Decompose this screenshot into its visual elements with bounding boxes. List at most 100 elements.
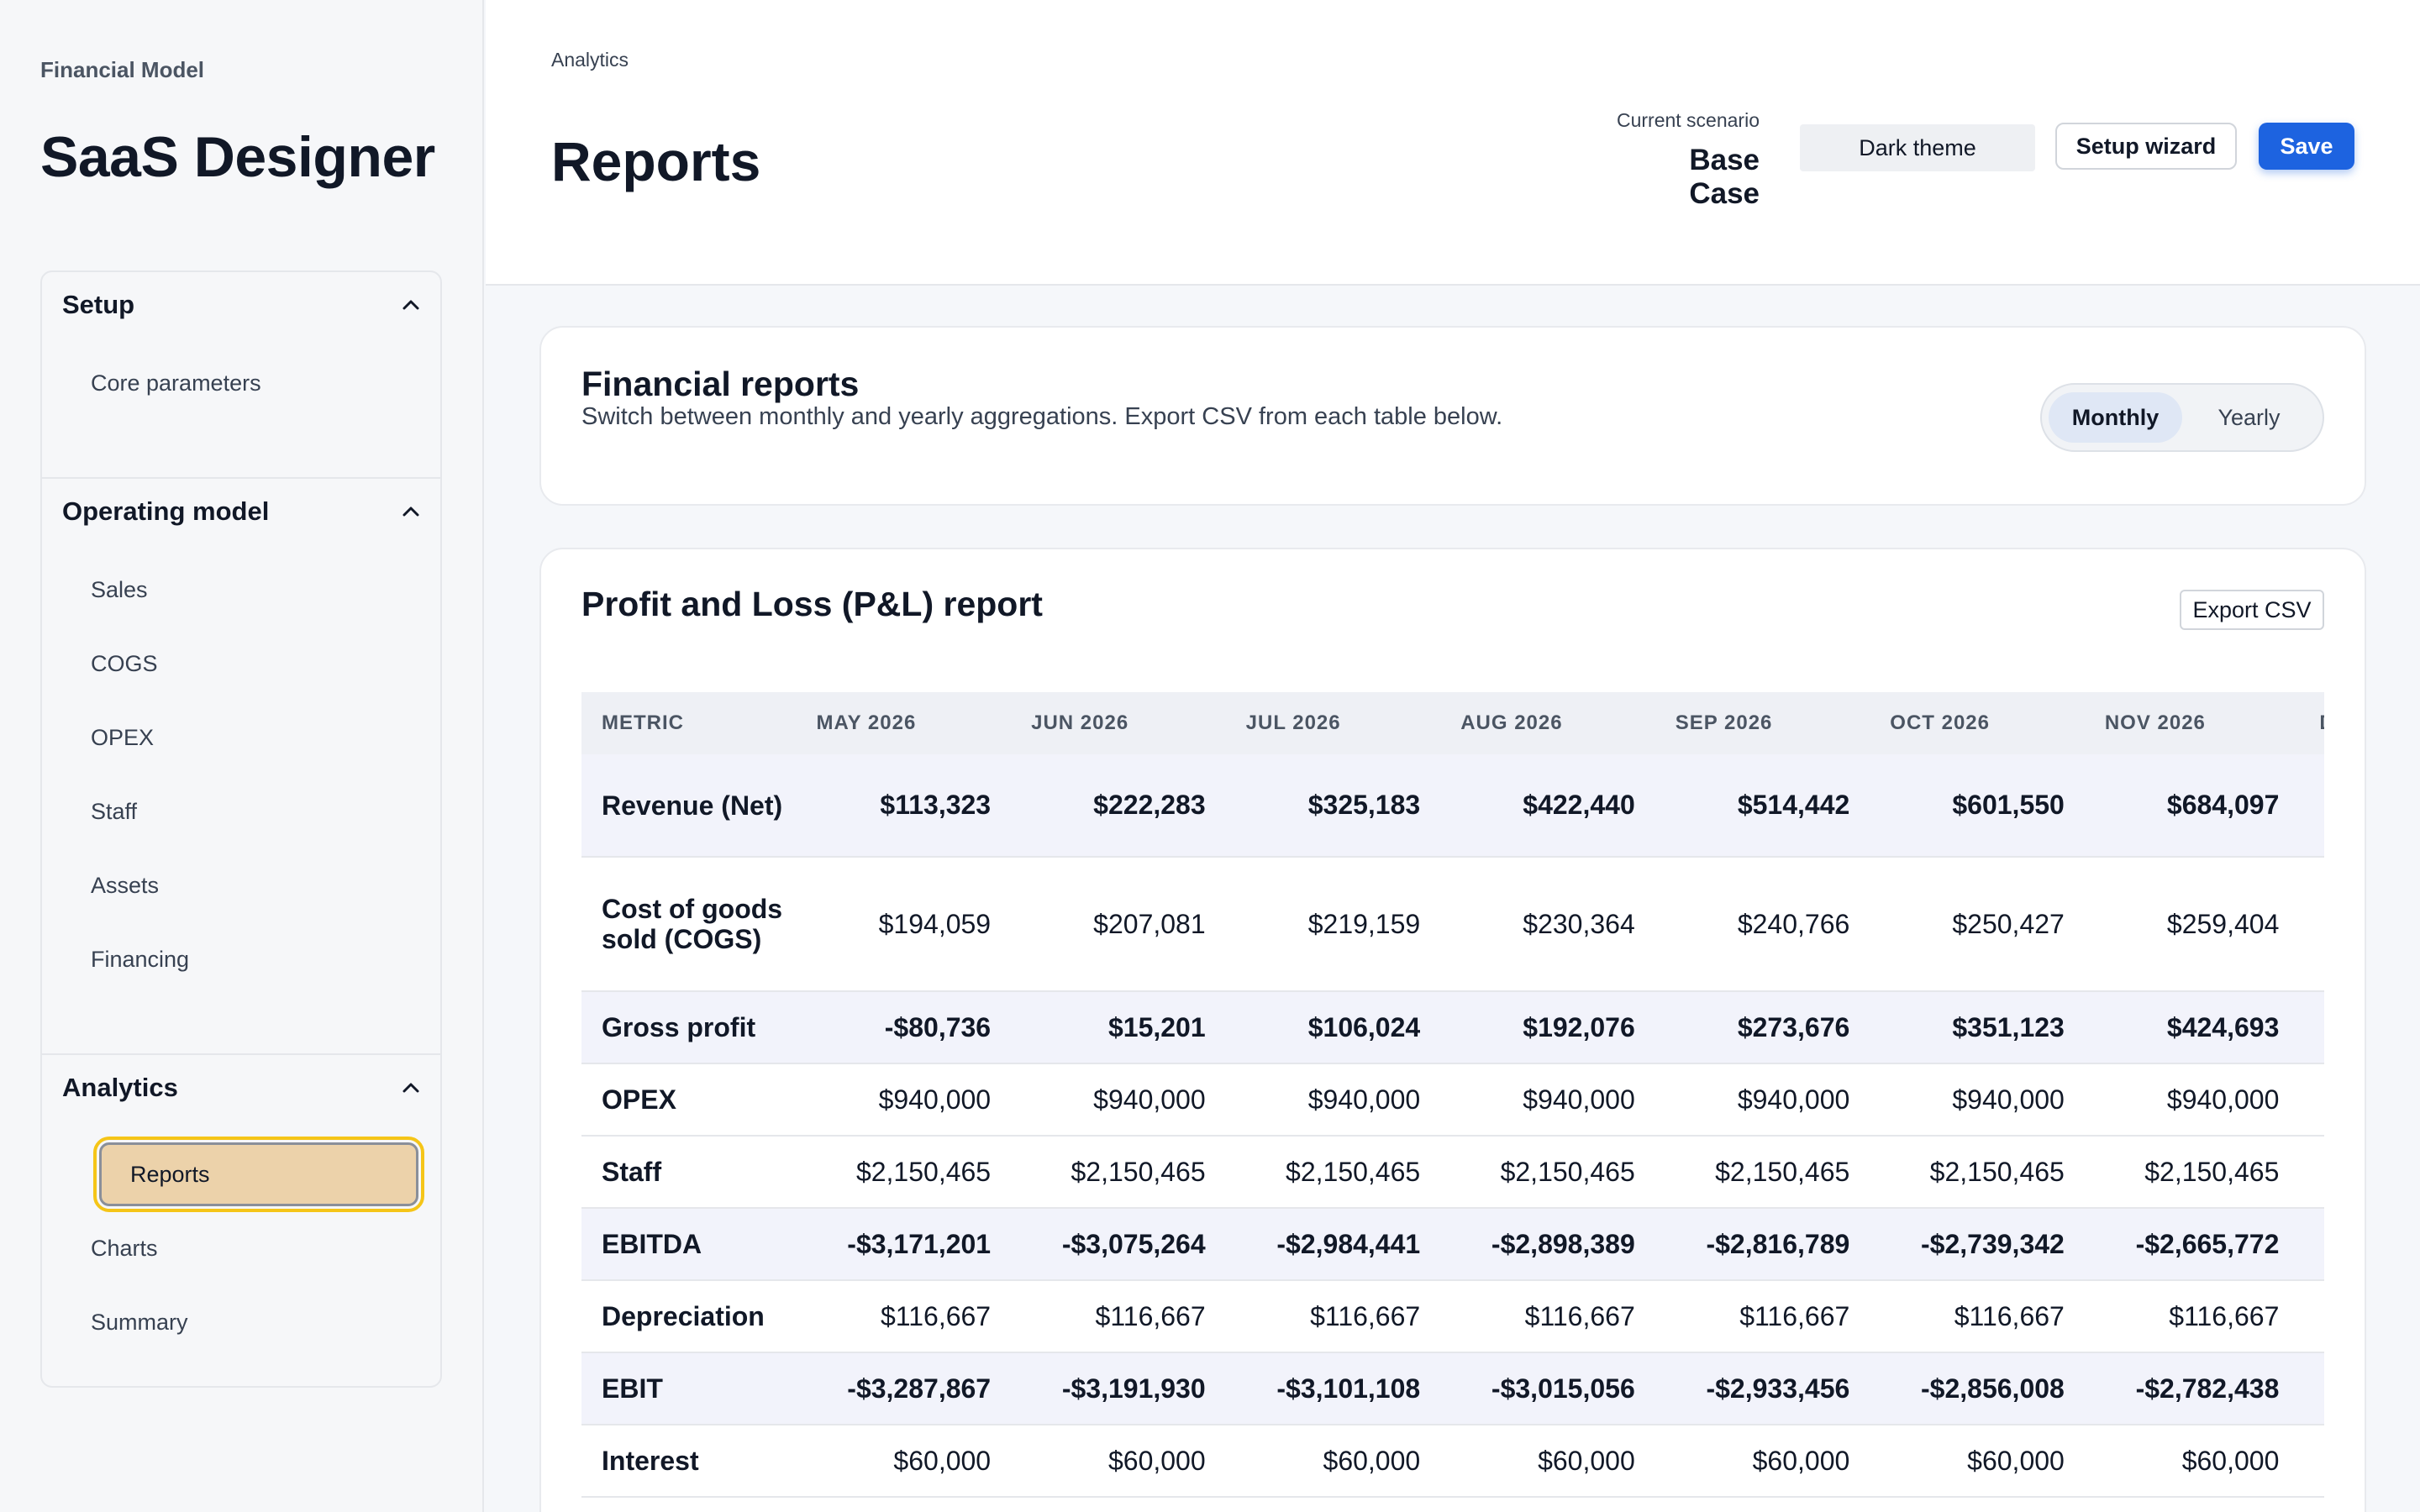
value-cell: $267 [2299,857,2324,992]
value-cell: -$2,816,789 [1655,1208,1870,1281]
value-cell: $259,404 [2084,857,2300,992]
sidebar-item-summary[interactable]: Summary [91,1309,188,1335]
monthly-toggle-button[interactable]: Monthly [2049,392,2182,443]
table-row: Cost of goods sold (COGS) $194,059 $207,08… [581,857,2324,992]
value-cell: $230,364 [1440,857,1655,992]
column-header-month: NOV 2026 [2084,692,2300,754]
value-cell: $940,000 [1225,1063,1441,1137]
value-cell: $2,150,465 [1870,1136,2085,1209]
sidebar-item-cogs[interactable]: COGS [91,650,158,676]
column-header-month: SEP 2026 [1655,692,1870,754]
value-cell: $60,000 [796,1425,1012,1498]
value-cell: $940,000 [1440,1063,1655,1137]
sidebar-item-assets[interactable]: Assets [91,872,160,898]
value-cell: -$2,665,772 [2084,1208,2300,1281]
value-cell: $940,000 [1011,1063,1226,1137]
dark-theme-button[interactable]: Dark theme [1800,124,2035,171]
value-cell: $60,000 [1225,1425,1441,1498]
value-cell: $424,693 [2084,991,2300,1064]
nav-group-header-operating-model[interactable]: Operating model [62,482,420,541]
column-header-month: DEC 2026 [2299,692,2324,754]
save-button[interactable]: Save [2259,123,2354,170]
column-header-metric: METRIC [581,692,797,754]
metric-cell: Staff [581,1136,797,1209]
value-cell: $2,150,465 [2084,1136,2300,1209]
current-scenario: Current scenario Base Case [1613,109,1760,211]
value-cell: $494 [2299,991,2324,1064]
column-header-month: OCT 2026 [1870,692,2085,754]
table-row: Staff $2,150,465 $2,150,465 $2,150,465 $2,15… [581,1136,2324,1209]
metric-cell: Cost of goods sold (COGS) [581,857,797,992]
chevron-up-icon[interactable] [402,296,420,314]
metric-cell: EBIT [581,1352,797,1425]
value-cell: $60,000 [1870,1425,2085,1498]
nav-group-header-analytics[interactable]: Analytics [62,1058,420,1117]
app-kicker: Financial Model [40,57,205,82]
page-title: Reports [551,130,761,192]
value-cell: -$3,287,867 [796,1352,1012,1425]
nav-group-analytics: Analytics Reports Charts Summary [42,1053,440,1388]
value-cell: $250,427 [1870,857,2085,992]
value-cell: $60,000 [1440,1425,1655,1498]
value-cell: $219,159 [1225,857,1441,992]
table-row: EBIT -$3,287,867 -$3,191,930 -$3,101,108 -$3… [581,1352,2324,1425]
value-cell: $2,150,465 [1440,1136,1655,1209]
table-row: Depreciation $116,667 $116,667 $116,667 $116… [581,1280,2324,1353]
scenario-value: Base Case [1689,144,1760,210]
export-csv-button[interactable]: Export CSV [2180,590,2324,630]
value-cell: -$3,075,264 [1011,1208,1226,1281]
value-cell: $940,000 [796,1063,1012,1137]
pl-table: METRIC MAY 2026 JUN 2026 JUL 2026 AUG 2026 SE… [581,692,2324,1498]
metric-cell: Revenue (Net) [581,754,797,858]
nav-group-header-setup[interactable]: Setup [62,276,420,334]
metric-cell: EBITDA [581,1208,797,1281]
chevron-up-icon[interactable] [402,1079,420,1097]
value-cell: $15,201 [1011,991,1226,1064]
value-cell: $60,000 [1655,1425,1870,1498]
value-cell: -$3,015,056 [1440,1352,1655,1425]
value-cell: $273,676 [1655,991,1870,1064]
sidebar-item-charts[interactable]: Charts [91,1235,158,1261]
value-cell: -$2,595 [2299,1208,2324,1281]
value-cell: -$2,739,342 [1870,1208,2085,1281]
breadcrumb[interactable]: Analytics [551,49,629,71]
value-cell: $116,667 [1440,1280,1655,1353]
value-cell: $116,667 [1655,1280,1870,1353]
sidebar-item-financing[interactable]: Financing [91,946,190,972]
value-cell: $116,667 [1011,1280,1226,1353]
table-row: Revenue (Net) $113,323 $222,283 $325,183 $42… [581,754,2324,858]
value-cell: $2,150,465 [1011,1136,1226,1209]
value-cell: $514,442 [1655,754,1870,858]
table-row: Interest $60,000 $60,000 $60,000 $60,000 $60,… [581,1425,2324,1498]
value-cell: -$2,933,456 [1655,1352,1870,1425]
table-row: Gross profit -$80,736 $15,201 $106,024 $192,… [581,991,2324,1064]
sidebar-nav: Setup Core parameters Operating model Sa… [40,270,442,1388]
setup-wizard-button[interactable]: Setup wizard [2055,123,2237,170]
pl-report-card: Profit and Loss (P&L) report Export CSV … [539,548,2366,1512]
value-cell: $940,000 [1655,1063,1870,1137]
column-header-month: JUN 2026 [1011,692,1226,754]
sidebar-item-staff[interactable]: Staff [91,798,138,824]
value-cell: $422,440 [1440,754,1655,858]
value-cell: $116,667 [2084,1280,2300,1353]
value-cell: -$3,191,930 [1011,1352,1226,1425]
metric-cell: Depreciation [581,1280,797,1353]
value-cell: $194,059 [796,857,1012,992]
sidebar-item-sales[interactable]: Sales [91,576,148,602]
value-cell: $2,150 [2299,1136,2324,1209]
app-title: SaaS Designer [40,125,435,189]
nav-group-setup: Setup Core parameters [42,272,440,477]
yearly-toggle-button[interactable]: Yearly [2217,404,2281,430]
metric-cell: Interest [581,1425,797,1498]
pl-table-scroll[interactable]: METRIC MAY 2026 JUN 2026 JUL 2026 AUG 2026 SE… [581,692,2324,1512]
financial-reports-description: Switch between monthly and yearly aggreg… [581,403,1503,430]
value-cell: $2,150,465 [1225,1136,1441,1209]
metric-cell: OPEX [581,1063,797,1137]
table-row: OPEX $940,000 $940,000 $940,000 $940,000 $940… [581,1063,2324,1137]
chevron-up-icon[interactable] [402,502,420,521]
sidebar-item-opex[interactable]: OPEX [91,724,155,750]
value-cell: $106,024 [1225,991,1441,1064]
sidebar-item-reports[interactable]: Reports [93,1137,424,1212]
value-cell: $940 [2299,1063,2324,1137]
sidebar-item-core-parameters[interactable]: Core parameters [91,370,261,396]
